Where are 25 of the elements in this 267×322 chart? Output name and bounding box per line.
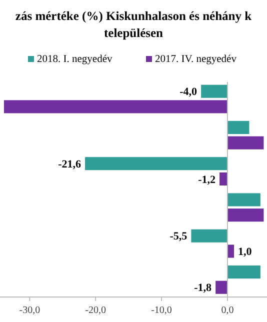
bar: [85, 157, 228, 170]
data-label: -21,6: [58, 158, 82, 170]
data-label: 1,0: [238, 246, 252, 258]
bar: [227, 136, 264, 150]
data-label: -5,5: [170, 230, 188, 243]
bar: [227, 208, 264, 222]
data-label: -4,0: [180, 86, 198, 98]
bar: [227, 244, 234, 258]
bar: [227, 120, 250, 134]
bar: [216, 280, 228, 294]
bar: [191, 229, 228, 242]
bar: [4, 100, 228, 114]
bar: [227, 193, 260, 206]
bar: [220, 172, 228, 186]
x-tick-label: 0,0: [221, 305, 234, 316]
data-label: -1,2: [198, 174, 216, 186]
x-tick-label: -20,0: [85, 305, 106, 316]
legend-label: 2018. I. negyedév: [37, 54, 113, 65]
legend-label: 2017. IV. negyedév: [155, 54, 238, 65]
chart-title: zás mértéke (%) Kiskunhalason és néhány k településen: [15, 9, 252, 40]
data-label: -1,8: [194, 282, 212, 294]
bar: [227, 265, 260, 279]
x-tick-label: -10,0: [151, 305, 172, 316]
bar: [201, 84, 228, 98]
x-tick-label: -30,0: [19, 305, 40, 316]
